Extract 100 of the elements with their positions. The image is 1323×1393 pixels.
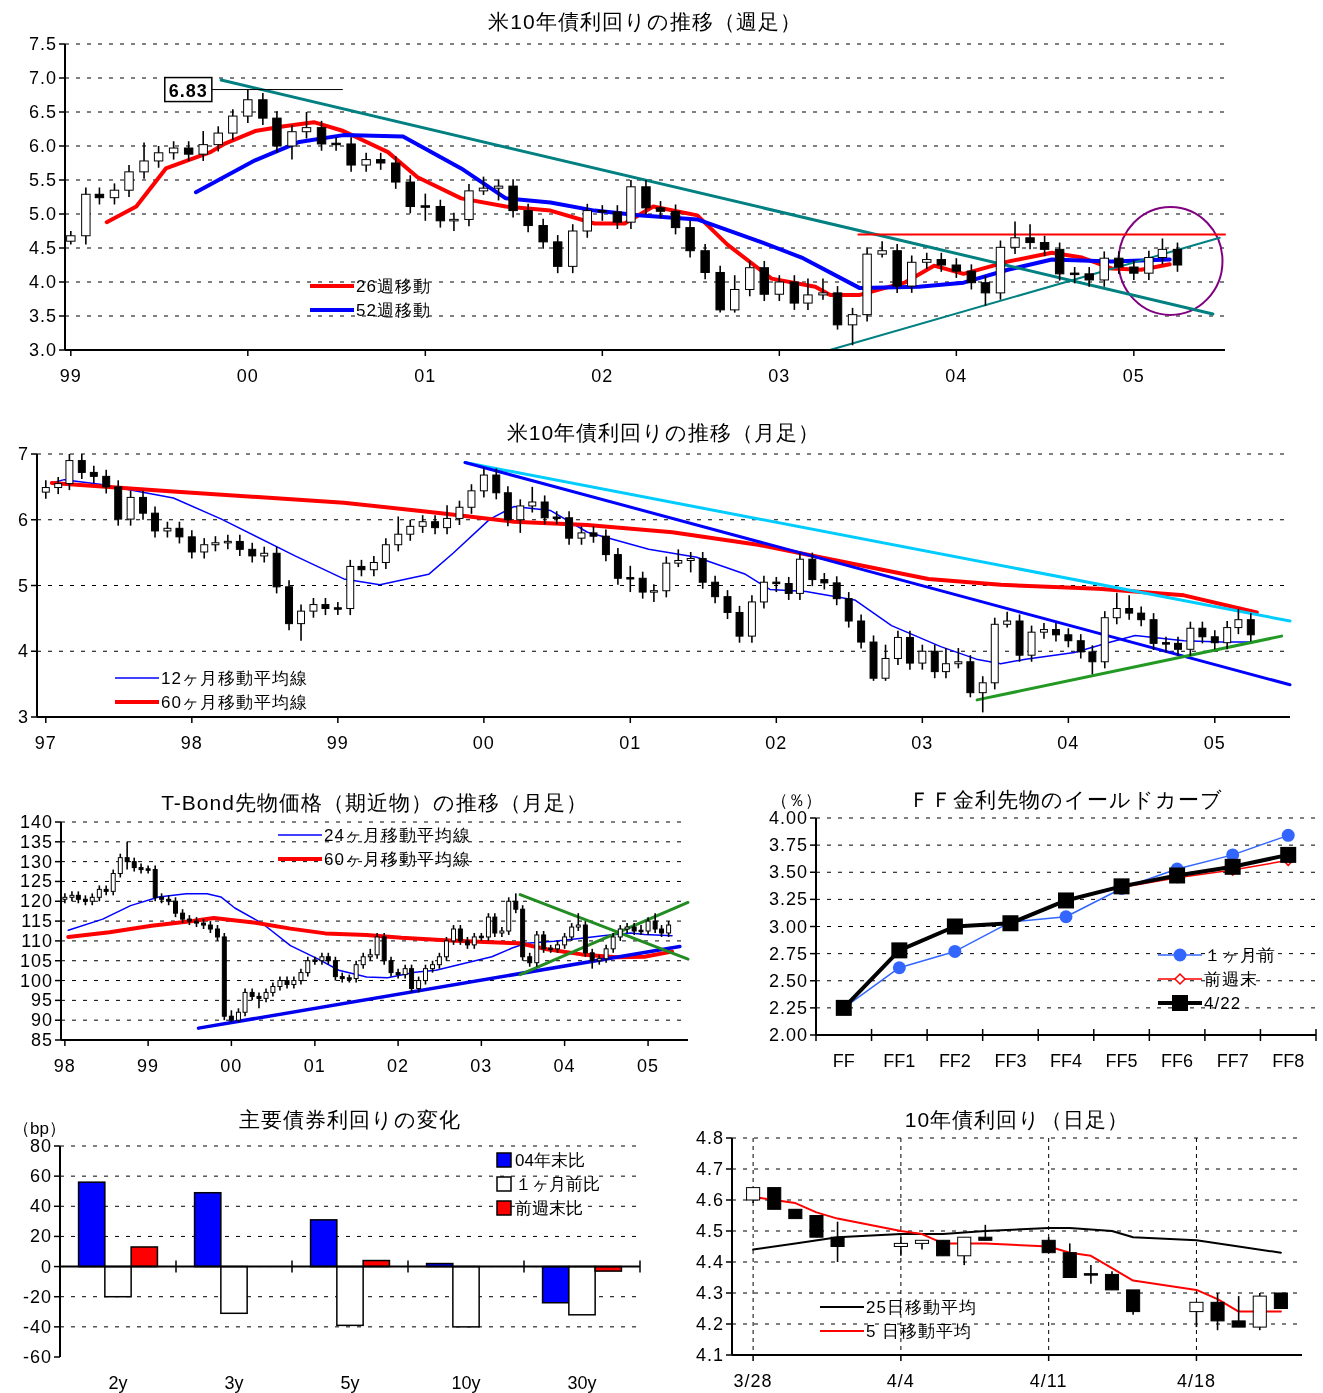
y-tick-label: 3.25 xyxy=(768,889,808,910)
y-tick-label: 2.75 xyxy=(768,943,808,964)
x-tick-label: FF7 xyxy=(1216,1051,1249,1071)
point xyxy=(1224,858,1241,875)
candlestick xyxy=(235,534,244,557)
y-tick-label: -20 xyxy=(22,1286,52,1307)
candlestick xyxy=(435,198,446,229)
y-tick-label: 90 xyxy=(30,1010,53,1031)
candlestick xyxy=(1025,223,1035,251)
x-tick-label: 02 xyxy=(765,733,788,753)
candlestick xyxy=(346,136,356,173)
x-tick-label: 98 xyxy=(53,1056,76,1076)
x-tick-label: 30y xyxy=(567,1373,597,1393)
y-tick-label: 100 xyxy=(19,970,53,991)
annotation: 6.83 xyxy=(168,80,208,101)
candlestick xyxy=(443,504,452,536)
chart-title: 米10年債利回りの推移（週足） xyxy=(488,10,802,33)
point xyxy=(948,944,962,958)
candlestick xyxy=(361,152,371,173)
candlestick xyxy=(1039,234,1050,257)
candlestick xyxy=(844,591,853,629)
candlestick xyxy=(258,92,268,126)
y-tick-label: 85 xyxy=(30,1030,53,1050)
legend-label: 52週移動 xyxy=(356,301,431,320)
x-tick-label: 04 xyxy=(945,366,968,386)
x-tick-label: FF3 xyxy=(994,1051,1027,1071)
y-tick-label: 2.00 xyxy=(768,1025,808,1045)
point xyxy=(1058,892,1074,909)
candlestick xyxy=(406,518,415,542)
candlestick xyxy=(612,204,623,230)
y-tick-label: 40 xyxy=(29,1196,52,1217)
x-tick-label: 4/4 xyxy=(886,1371,915,1391)
candlestick xyxy=(759,574,768,610)
candlestick xyxy=(297,603,306,642)
y-tick-label: -40 xyxy=(22,1316,52,1337)
y-tick-label: 20 xyxy=(29,1226,52,1247)
y-tick-label: 6 xyxy=(17,509,29,530)
candlestick xyxy=(1210,629,1219,651)
point xyxy=(946,918,963,935)
legend-label: 5 日移動平均 xyxy=(866,1322,973,1341)
candlestick xyxy=(451,924,457,946)
x-tick-label: 99 xyxy=(137,1056,160,1076)
x-tick-label: FF6 xyxy=(1161,1051,1194,1071)
line-series xyxy=(49,480,1259,615)
candlestick xyxy=(1246,612,1255,643)
candlestick xyxy=(1162,635,1170,654)
point xyxy=(1280,846,1297,863)
x-tick-label: 04 xyxy=(553,1056,576,1076)
line-series xyxy=(66,915,675,960)
y-tick-label: 7.0 xyxy=(28,68,57,88)
candlestick xyxy=(213,125,223,153)
candlestick xyxy=(523,203,533,234)
y-tick-label: 120 xyxy=(19,891,53,912)
x-tick-label: 97 xyxy=(34,733,57,753)
candlestick xyxy=(102,468,111,495)
x-tick-label: 02 xyxy=(387,1056,410,1076)
legend-label: 25日移動平均 xyxy=(866,1298,977,1317)
x-tick-label: FF8 xyxy=(1272,1051,1305,1071)
y-tick-label: 3.0 xyxy=(28,340,57,360)
y-tick-label: 3.5 xyxy=(28,306,57,326)
y-tick-label: 0 xyxy=(40,1256,52,1277)
candlestick xyxy=(479,467,488,499)
candlestick xyxy=(745,260,755,298)
x-tick-label: 00 xyxy=(236,366,259,386)
y-tick-label: 95 xyxy=(30,990,53,1011)
candlestick xyxy=(187,529,196,560)
candlestick xyxy=(139,490,147,521)
x-tick-label: 05 xyxy=(1122,366,1145,386)
candlestick xyxy=(333,601,342,616)
y-tick-label: 7.5 xyxy=(28,34,57,54)
candlestick xyxy=(735,605,744,644)
candlestick xyxy=(1137,605,1146,628)
candlestick xyxy=(686,551,695,574)
candlestick xyxy=(369,555,378,578)
x-tick-label: 02 xyxy=(591,366,614,386)
x-tick-label: FF xyxy=(832,1051,855,1071)
y-tick-label: -60 xyxy=(22,1347,52,1367)
y-tick-label: 5 xyxy=(17,575,29,596)
y-tick-label: 4.4 xyxy=(695,1252,724,1272)
candlestick xyxy=(638,570,647,600)
candlestick xyxy=(893,630,902,666)
candlestick xyxy=(492,467,501,501)
x-tick-label: FF2 xyxy=(938,1051,971,1071)
candlestick xyxy=(941,647,950,680)
candlestick xyxy=(200,537,209,560)
legend-label: 4/22 xyxy=(1204,994,1242,1013)
y-tick-label: 125 xyxy=(19,871,53,892)
x-tick-label: 3/28 xyxy=(733,1371,773,1391)
legend-label: 12ヶ月移動平均線 xyxy=(161,669,308,688)
legend-label: 26週移動 xyxy=(356,277,431,296)
candlestick xyxy=(789,274,800,311)
x-tick-label: 2y xyxy=(108,1373,128,1393)
y-tick-label: 4.3 xyxy=(695,1283,724,1303)
candlestick xyxy=(391,155,401,190)
candlestick xyxy=(1125,594,1134,621)
y-tick-label: 4.00 xyxy=(768,808,808,828)
y-tick-label: 4.8 xyxy=(695,1128,724,1148)
candlestick xyxy=(954,647,963,670)
candlestick xyxy=(381,537,390,570)
legend-label: 60ヶ月移動平均線 xyxy=(324,850,471,869)
